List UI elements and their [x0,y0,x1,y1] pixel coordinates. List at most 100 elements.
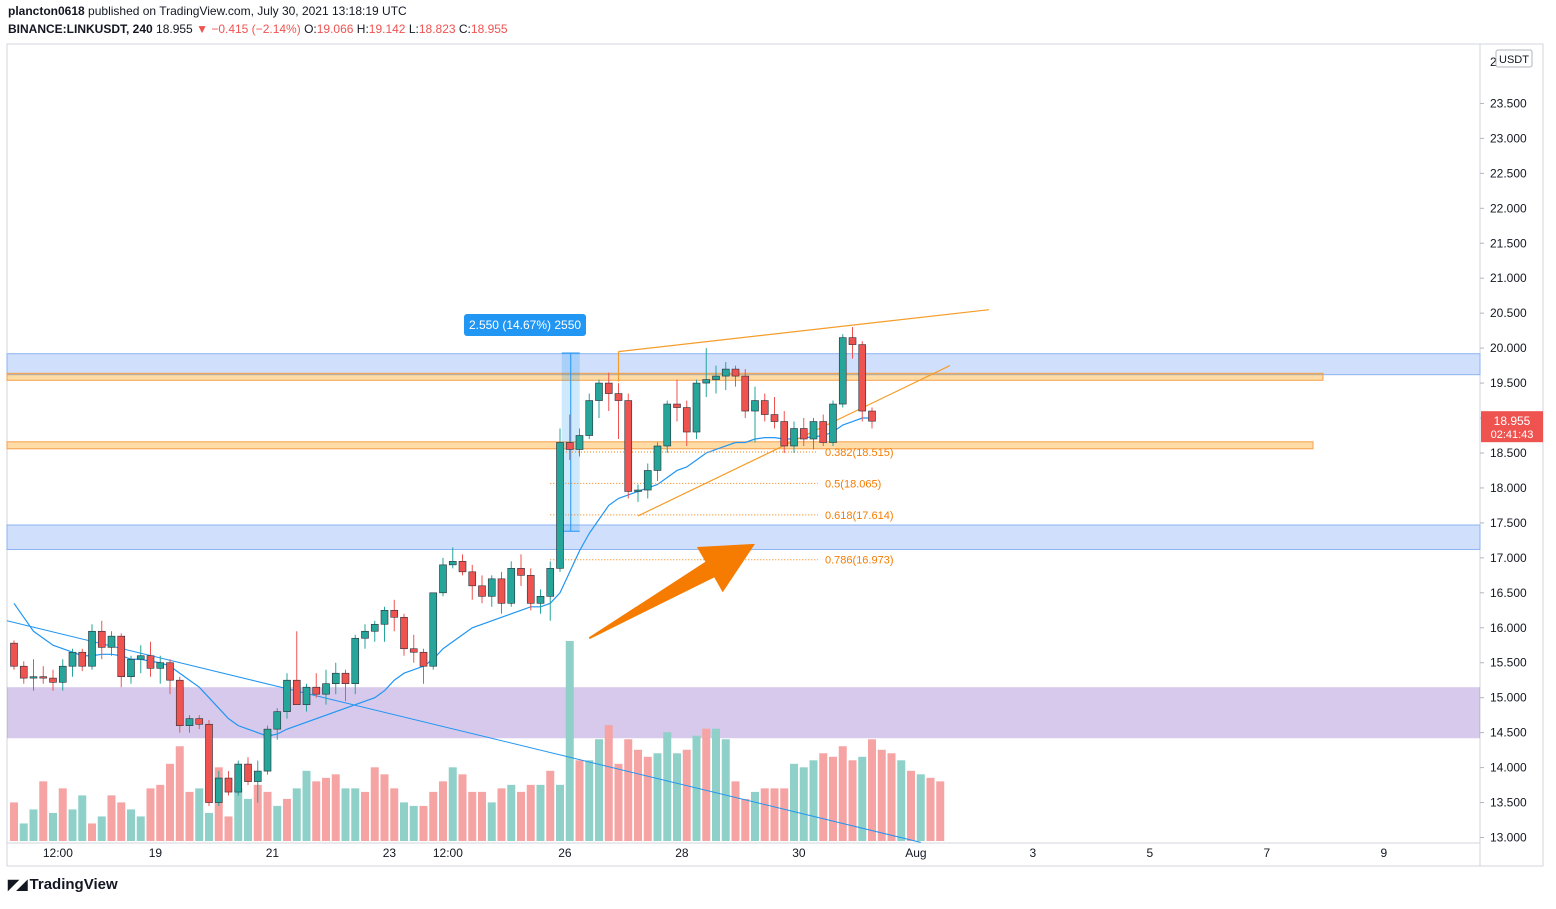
candle [97,620,106,660]
candle-body [741,375,750,412]
candle [10,640,18,670]
candle-body [409,648,418,653]
x-tick-label: 21 [266,846,280,860]
candle-body [829,403,837,443]
candle-body [653,445,662,471]
bullish-arrow [588,543,755,640]
volume-bar [673,753,681,841]
x-tick-label: 26 [558,846,572,860]
candle [244,757,252,786]
volume-bar [663,732,672,841]
candle-body [29,676,38,679]
candle-body [780,421,789,447]
volume-bar [517,791,525,841]
volume-bar [370,767,379,841]
close-label: C: [458,22,471,36]
descending-trendline [6,620,921,843]
candle-body [322,683,330,695]
candle-body [156,662,165,669]
candle [624,393,633,499]
candle-body [361,630,369,639]
down-triangle-icon: ▼ [196,22,208,36]
candle-body [868,410,876,422]
fib-label: 0.382(18.515) [825,447,894,459]
candle [790,421,798,453]
volume-bar [292,788,301,841]
volume-bar [224,816,233,841]
volume-bar [195,788,204,841]
volume-bar [546,770,555,841]
candle-body [458,561,467,573]
volume-bar [829,756,837,841]
volume-bar [273,805,282,841]
candle [819,414,828,446]
volume-bar [858,756,867,841]
tradingview-logo[interactable]: ◤◢ TradingView [8,876,118,893]
candle-body [614,393,623,401]
candle [663,400,672,453]
candle [526,568,535,611]
volume-bar [68,809,77,841]
candle [273,708,282,740]
candle-body [224,777,233,793]
volume-bar [809,760,818,841]
candle [653,442,662,481]
candle [380,606,389,642]
y-tick-label: 13.000 [1490,831,1527,845]
candle [409,634,418,663]
x-tick-label: 23 [383,846,397,860]
candle-body [127,658,135,678]
y-tick-label: 17.500 [1490,516,1527,530]
volume-bar [439,781,447,841]
candle-body [595,382,603,401]
volume-bar [507,784,516,841]
candle-body [604,382,613,394]
volume-bar [361,791,369,841]
volume-bar [497,788,506,841]
y-tick-label: 16.500 [1490,586,1527,600]
candle [487,575,496,607]
candle [146,641,155,677]
candle [361,624,369,649]
candle-body [283,679,291,712]
channel-upper-line [618,309,990,353]
volume-bar [312,781,321,841]
symbol-label[interactable]: BINANCE:LINKUSDT, 240 [8,22,153,36]
bar-countdown: 02:41:43 [1491,429,1534,441]
candle-body [624,400,633,492]
candle-body [39,676,48,679]
volume-bar [419,805,428,841]
volume-bar [400,802,408,841]
high-label: H: [356,22,369,36]
x-tick-label: 30 [792,846,806,860]
candle-body [770,414,779,422]
volume-bar [448,767,457,841]
candle-body [682,407,691,433]
measure-label: 2.550 (14.67%) 2550 [469,318,581,332]
publisher-name[interactable]: plancton0618 [8,4,85,18]
candle-body [799,428,808,440]
volume-bar [926,777,935,841]
volume-bar [536,784,545,841]
candle [283,673,291,719]
candle [39,666,48,684]
volume-bar [585,760,594,841]
candle-body [244,763,252,782]
volume-bar [838,746,847,841]
volume-bar [58,788,67,841]
currency-badge [1495,49,1533,68]
volume-bar [127,809,135,841]
last-price-tag [1481,411,1543,443]
candle-body [175,679,184,726]
candle [88,624,96,670]
volume-bar [29,809,38,841]
candle [643,463,652,499]
candle-body [478,585,486,597]
y-tick-label: 18.000 [1490,481,1527,495]
volume-bar [916,774,925,841]
volume-bar [322,777,330,841]
x-tick-label: 12:00 [43,846,73,860]
volume-bar [205,812,213,841]
